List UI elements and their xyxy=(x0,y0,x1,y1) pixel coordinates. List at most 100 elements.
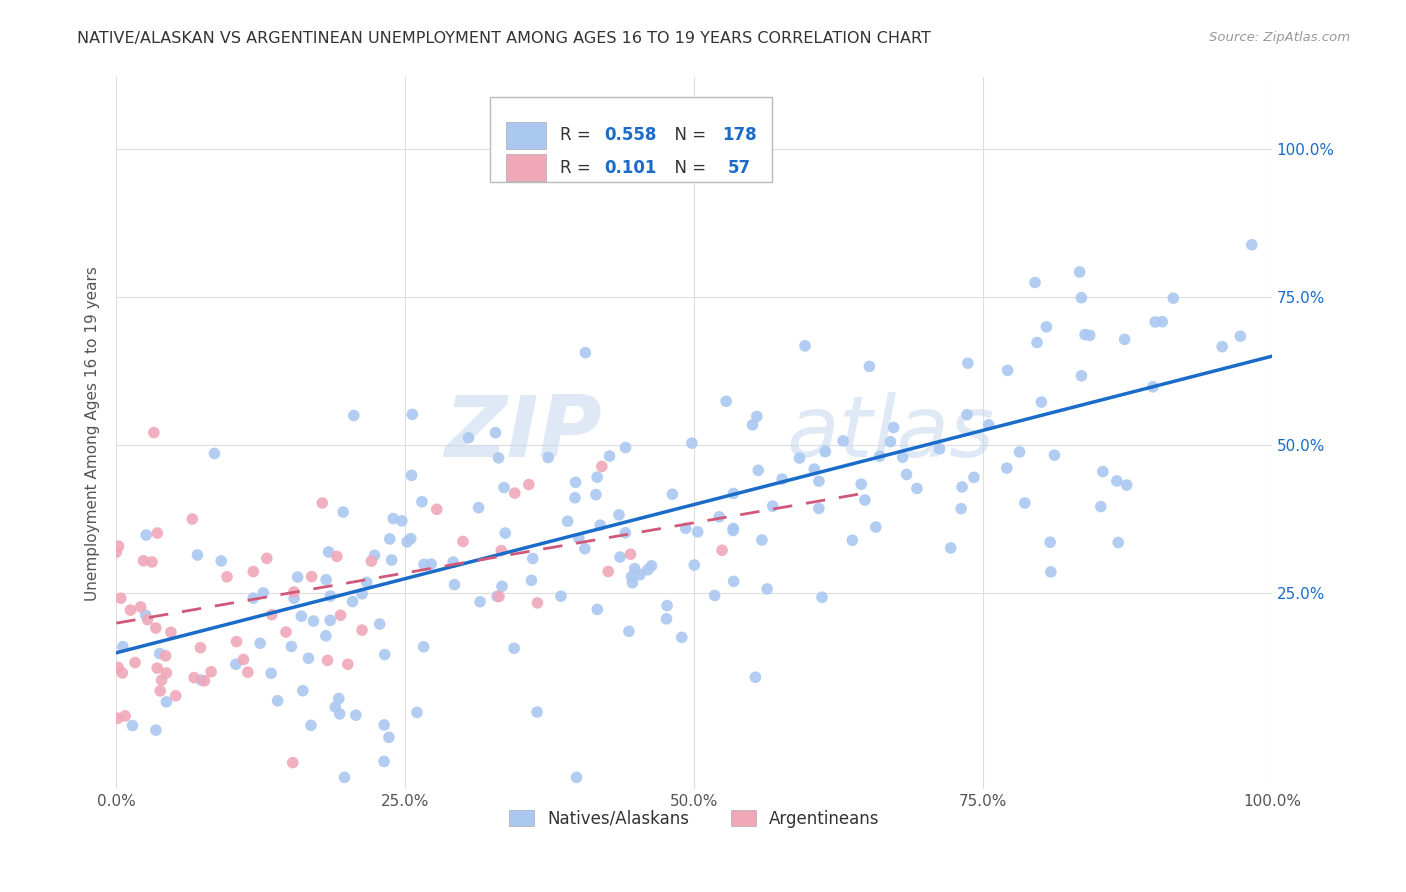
Point xyxy=(683,558,706,572)
Point xyxy=(215,570,238,584)
Point xyxy=(329,706,352,721)
Point xyxy=(426,502,449,516)
Text: N =: N = xyxy=(664,126,711,145)
Point xyxy=(723,521,745,535)
Point xyxy=(363,549,385,563)
Point xyxy=(896,467,918,482)
Point xyxy=(621,575,644,590)
Point xyxy=(1114,332,1136,346)
Point xyxy=(803,462,825,476)
Text: R =: R = xyxy=(560,159,602,177)
Point xyxy=(721,524,744,538)
Y-axis label: Unemployment Among Ages 16 to 19 years: Unemployment Among Ages 16 to 19 years xyxy=(86,266,100,601)
Point xyxy=(145,723,167,738)
Text: N =: N = xyxy=(664,159,717,177)
Text: Source: ZipAtlas.com: Source: ZipAtlas.com xyxy=(1209,31,1350,45)
Point xyxy=(107,711,129,725)
Point xyxy=(242,565,264,579)
Point xyxy=(637,563,659,577)
Point xyxy=(200,665,222,679)
Point xyxy=(391,514,413,528)
Text: 0.101: 0.101 xyxy=(605,159,657,177)
Point xyxy=(591,459,613,474)
Point xyxy=(557,514,579,528)
Point xyxy=(302,614,325,628)
Point xyxy=(614,441,637,455)
Point xyxy=(329,608,352,623)
Point xyxy=(520,574,543,588)
Point xyxy=(225,657,247,672)
Point xyxy=(225,634,247,648)
Point xyxy=(290,609,312,624)
Point xyxy=(565,770,588,784)
Point xyxy=(564,491,586,505)
Point xyxy=(794,339,817,353)
Point xyxy=(124,656,146,670)
Point xyxy=(865,520,887,534)
Point xyxy=(675,521,697,535)
Point xyxy=(401,468,423,483)
Point xyxy=(1105,474,1128,488)
Point xyxy=(323,700,346,714)
Point xyxy=(155,648,177,663)
Point xyxy=(686,524,709,539)
Point xyxy=(142,425,165,440)
Point xyxy=(266,694,288,708)
Point xyxy=(963,470,986,484)
Point xyxy=(956,408,979,422)
Point xyxy=(411,495,433,509)
Point xyxy=(328,691,350,706)
Point xyxy=(1240,237,1263,252)
Point xyxy=(274,625,297,640)
Point xyxy=(332,505,354,519)
Point xyxy=(1078,328,1101,343)
Legend: Natives/Alaskans, Argentineans: Natives/Alaskans, Argentineans xyxy=(502,803,886,834)
Point xyxy=(468,595,491,609)
Point xyxy=(599,449,621,463)
Point xyxy=(756,582,779,596)
Point xyxy=(568,532,591,546)
Point xyxy=(751,533,773,547)
Point xyxy=(413,558,436,572)
Point xyxy=(703,589,725,603)
Point xyxy=(851,477,873,491)
Point xyxy=(315,629,337,643)
Point xyxy=(1107,535,1129,549)
Point xyxy=(373,718,395,732)
Point xyxy=(406,706,429,720)
Point xyxy=(598,565,620,579)
Point xyxy=(484,425,506,440)
Point xyxy=(883,420,905,434)
Point xyxy=(333,770,356,784)
Point xyxy=(344,708,367,723)
Point xyxy=(628,567,651,582)
Point xyxy=(319,589,342,603)
Point xyxy=(1074,327,1097,342)
Point xyxy=(114,709,136,723)
Point xyxy=(640,558,662,573)
Point xyxy=(492,481,515,495)
Point xyxy=(950,480,973,494)
Point xyxy=(360,554,382,568)
Point xyxy=(145,621,167,635)
Point xyxy=(745,409,768,424)
Point xyxy=(762,499,785,513)
Point xyxy=(381,553,404,567)
Point xyxy=(747,463,769,477)
Point xyxy=(111,640,134,654)
Point xyxy=(121,718,143,732)
Point xyxy=(609,550,631,565)
Point xyxy=(714,394,737,409)
Point xyxy=(232,652,254,666)
Point xyxy=(260,607,283,622)
Point xyxy=(950,501,973,516)
Point xyxy=(586,602,609,616)
Point xyxy=(280,640,302,654)
Point xyxy=(681,436,703,450)
Point xyxy=(301,569,323,583)
Point xyxy=(620,547,643,561)
FancyBboxPatch shape xyxy=(489,97,772,182)
Point xyxy=(723,486,745,500)
Point xyxy=(204,446,226,460)
Point xyxy=(467,500,489,515)
